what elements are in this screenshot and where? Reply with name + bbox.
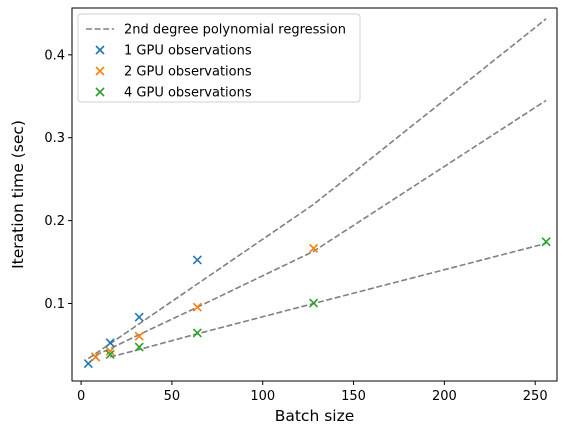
scatter-points	[83, 237, 551, 369]
data-point-2gpu	[309, 243, 319, 253]
y-tick-label: 0.3	[44, 131, 65, 146]
data-point-1gpu	[134, 312, 144, 322]
legend-box	[77, 13, 361, 103]
x-tick-label: 200	[432, 389, 457, 404]
data-point-3gpu	[541, 237, 551, 247]
plot-frame	[71, 7, 558, 382]
y-axis-ticks: 0.1 0.2 0.3 0.4	[44, 48, 72, 312]
data-point-3gpu	[105, 349, 115, 360]
regression-line-3	[109, 242, 547, 358]
legend-entry-label: 4 GPU observations	[124, 86, 252, 101]
legend-handle-marker	[95, 87, 105, 97]
x-axis-label: Batch size	[275, 407, 355, 425]
data-point-1gpu	[192, 255, 202, 265]
x-tick-label: 250	[523, 389, 548, 404]
data-point-1gpu	[83, 359, 93, 369]
legend-entry-label: 2 GPU observations	[124, 65, 252, 80]
x-axis-ticks: 0 50 100 150 200 250	[77, 381, 548, 404]
legend-entry-label: 1 GPU observations	[124, 44, 252, 59]
x-tick-label: 0	[77, 389, 85, 404]
data-point-3gpu	[192, 328, 202, 338]
x-tick-label: 100	[250, 389, 275, 404]
legend-entry-label: 2nd degree polynomial regression	[124, 23, 346, 38]
data-point-2gpu	[192, 302, 202, 312]
data-point-2gpu	[105, 346, 115, 356]
data-point-3gpu	[309, 298, 319, 308]
y-axis-label: Iteration time (sec)	[9, 120, 27, 269]
x-tick-label: 150	[341, 389, 366, 404]
legend-handle-marker	[95, 66, 105, 76]
legend: 2nd degree polynomial regression 1 GPU ob…	[77, 13, 361, 103]
data-point-2gpu	[91, 352, 101, 362]
y-tick-label: 0.2	[44, 214, 65, 229]
y-tick-label: 0.4	[44, 48, 65, 63]
x-tick-label: 50	[164, 389, 181, 404]
data-point-1gpu	[105, 338, 115, 348]
regression-line-1	[87, 18, 547, 360]
data-point-2gpu	[134, 331, 144, 341]
legend-handle-marker	[95, 45, 105, 55]
data-point-3gpu	[134, 342, 144, 352]
y-tick-label: 0.1	[44, 297, 65, 312]
regression-line-2	[95, 99, 547, 357]
